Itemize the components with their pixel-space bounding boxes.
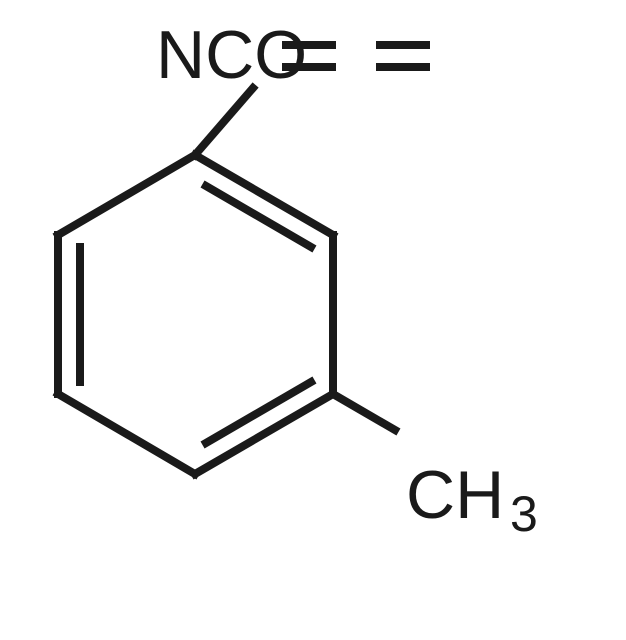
bond-to-nco <box>195 88 253 155</box>
ch3-subscript: 3 <box>510 486 538 542</box>
ch3-label: CH <box>406 457 504 533</box>
molecule-diagram: NCO CH3 <box>0 0 626 640</box>
ring-bond-6 <box>58 155 195 235</box>
ring-bond-4 <box>58 394 195 474</box>
nco-label: NCO <box>156 17 307 93</box>
bond-to-ch3 <box>333 394 395 430</box>
